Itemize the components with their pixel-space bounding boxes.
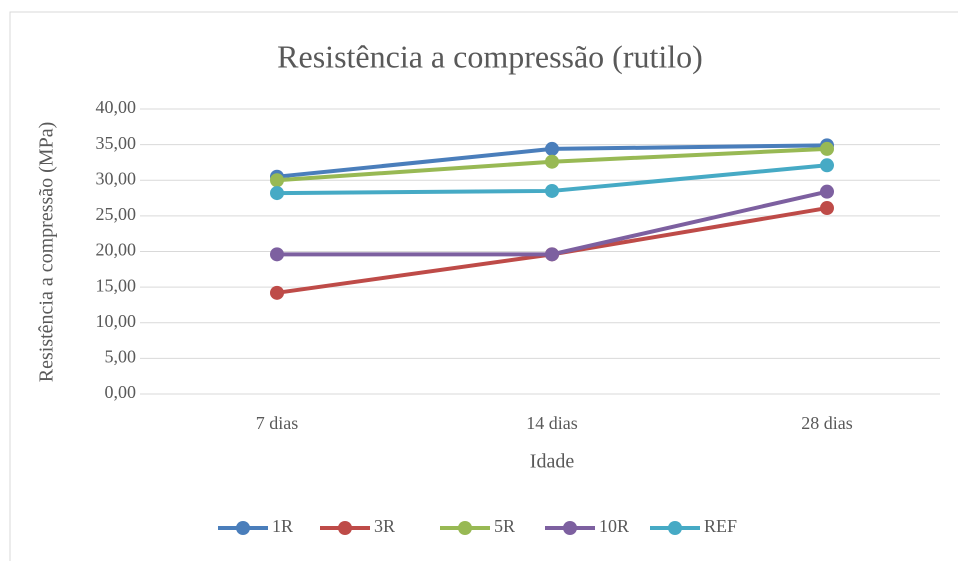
y-tick-label: 0,00 — [105, 382, 137, 402]
data-point — [270, 285, 284, 300]
chart-title: Resistência a compressão (rutilo) — [277, 38, 703, 74]
data-point — [270, 173, 284, 188]
data-point — [545, 154, 559, 169]
legend-label: 10R — [599, 516, 629, 536]
legend-marker — [668, 521, 682, 535]
legend-marker — [458, 521, 472, 535]
y-tick-label: 15,00 — [96, 275, 137, 295]
data-point — [270, 247, 284, 262]
x-tick-label: 28 dias — [801, 413, 853, 433]
y-tick-label: 40,00 — [96, 97, 137, 117]
y-tick-label: 35,00 — [96, 133, 137, 153]
legend-marker — [338, 521, 352, 535]
legend-marker — [236, 521, 250, 535]
y-tick-label: 30,00 — [96, 168, 137, 188]
legend-label: 3R — [374, 516, 395, 536]
data-point — [270, 186, 284, 201]
y-tick-label: 10,00 — [96, 311, 137, 331]
data-point — [545, 247, 559, 262]
y-tick-label: 20,00 — [96, 240, 137, 260]
data-point — [820, 141, 834, 156]
y-tick-label: 5,00 — [105, 347, 137, 367]
data-point — [545, 141, 559, 156]
y-tick-label: 25,00 — [96, 204, 137, 224]
data-point — [820, 201, 834, 216]
legend-label: REF — [704, 516, 737, 536]
x-tick-label: 14 dias — [526, 413, 578, 433]
data-point — [545, 183, 559, 198]
x-axis-label: Idade — [530, 451, 575, 473]
legend-label: 5R — [494, 516, 515, 536]
legend-marker — [563, 521, 577, 535]
chart-border — [9, 11, 958, 561]
data-point — [820, 184, 834, 199]
y-axis-label: Resistência a compressão (MPa) — [36, 122, 58, 382]
x-tick-label: 7 dias — [256, 413, 299, 433]
data-point — [820, 158, 834, 173]
legend-label: 1R — [272, 516, 293, 536]
